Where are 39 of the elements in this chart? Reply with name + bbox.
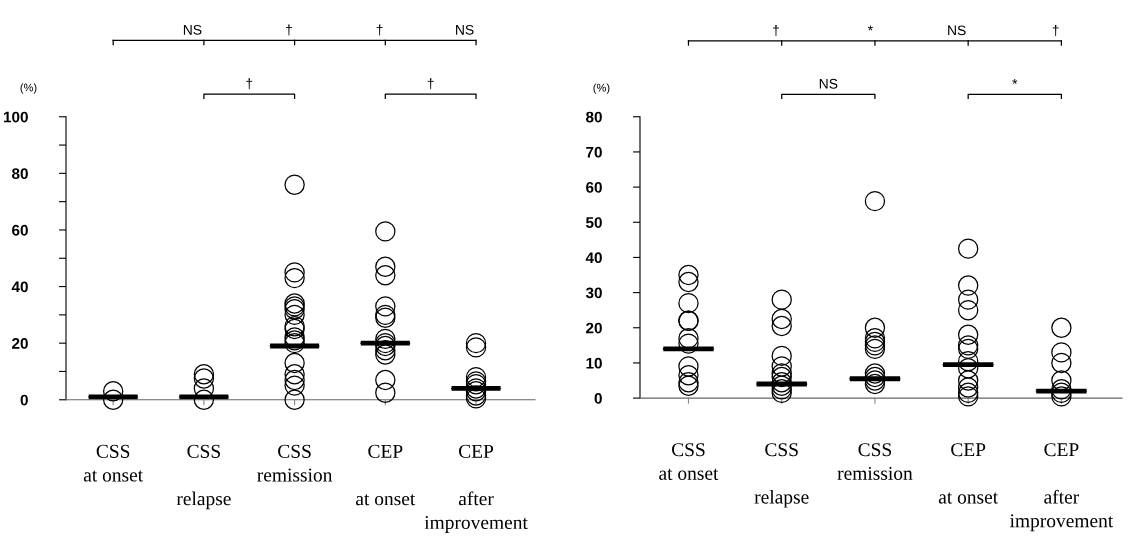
category-label: CEP after improvement — [1009, 443, 1114, 532]
text: * — [867, 25, 873, 31]
text: NS — [456, 24, 474, 35]
category-label: CEP at onset — [356, 444, 416, 506]
category-label: CEP after improvement — [424, 444, 528, 533]
text: † — [286, 24, 292, 36]
y-tick-label: 80 — [585, 111, 602, 123]
y-tick-label: 60 — [586, 181, 602, 193]
x-tick-label: CSS remission — [257, 444, 333, 482]
text: NS — [948, 25, 966, 36]
y-tick-label: 30 — [585, 287, 602, 299]
y-tick-label: 0 — [20, 394, 28, 406]
text: † — [773, 25, 779, 37]
text: † — [376, 24, 383, 36]
y-tick-label: 20 — [12, 338, 28, 349]
y-tick-label: 100 — [3, 111, 28, 123]
x-tick-label: CSS at onset — [659, 443, 719, 480]
y-tick-label: 40 — [11, 281, 28, 293]
x-tick-label: CSS at onset — [83, 444, 144, 482]
y-tick-label: 70 — [586, 146, 602, 158]
y-tick-label: 60 — [12, 224, 28, 236]
y-axis-title: (%) — [20, 83, 37, 94]
text: NS — [819, 78, 838, 89]
category-label: CEP at onset — [938, 443, 999, 504]
y-tick-label: 20 — [586, 322, 602, 334]
text: † — [427, 78, 434, 90]
y-tick-label: 10 — [586, 357, 602, 369]
y-tick-label: 0 — [594, 392, 602, 404]
text: NS — [183, 24, 202, 35]
text: * — [1012, 79, 1018, 84]
y-axis-title: (%) — [593, 83, 610, 94]
y-tick-label: 40 — [585, 252, 602, 264]
x-tick-label: CSS remission — [837, 443, 913, 480]
category-label: CSS relapse — [754, 443, 809, 508]
y-tick-label: 80 — [11, 168, 28, 180]
category-label: CSS relapse — [176, 444, 231, 510]
text: † — [246, 78, 253, 90]
y-tick-label: 50 — [585, 217, 602, 228]
text: † — [1052, 25, 1059, 37]
